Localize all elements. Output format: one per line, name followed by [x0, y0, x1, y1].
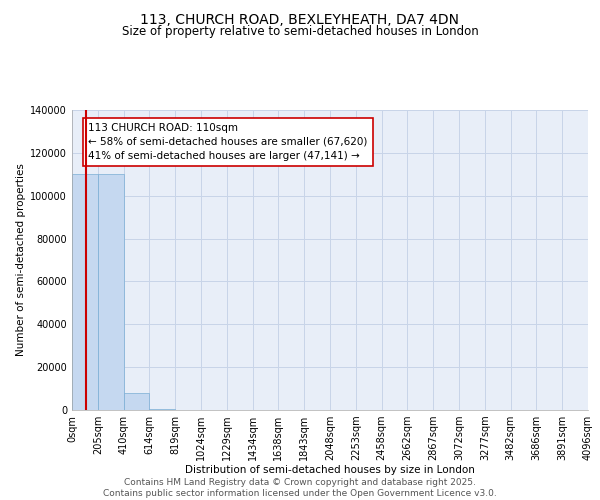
X-axis label: Distribution of semi-detached houses by size in London: Distribution of semi-detached houses by …	[185, 464, 475, 474]
Bar	[149, 409, 175, 410]
Y-axis label: Number of semi-detached properties: Number of semi-detached properties	[16, 164, 26, 356]
Bar	[98, 174, 124, 410]
Bar	[72, 174, 98, 410]
Text: Contains HM Land Registry data © Crown copyright and database right 2025.
Contai: Contains HM Land Registry data © Crown c…	[103, 478, 497, 498]
Text: 113 CHURCH ROAD: 110sqm
← 58% of semi-detached houses are smaller (67,620)
41% o: 113 CHURCH ROAD: 110sqm ← 58% of semi-de…	[88, 123, 368, 161]
Text: 113, CHURCH ROAD, BEXLEYHEATH, DA7 4DN: 113, CHURCH ROAD, BEXLEYHEATH, DA7 4DN	[140, 12, 460, 26]
Bar	[124, 393, 149, 410]
Text: Size of property relative to semi-detached houses in London: Size of property relative to semi-detach…	[122, 25, 478, 38]
